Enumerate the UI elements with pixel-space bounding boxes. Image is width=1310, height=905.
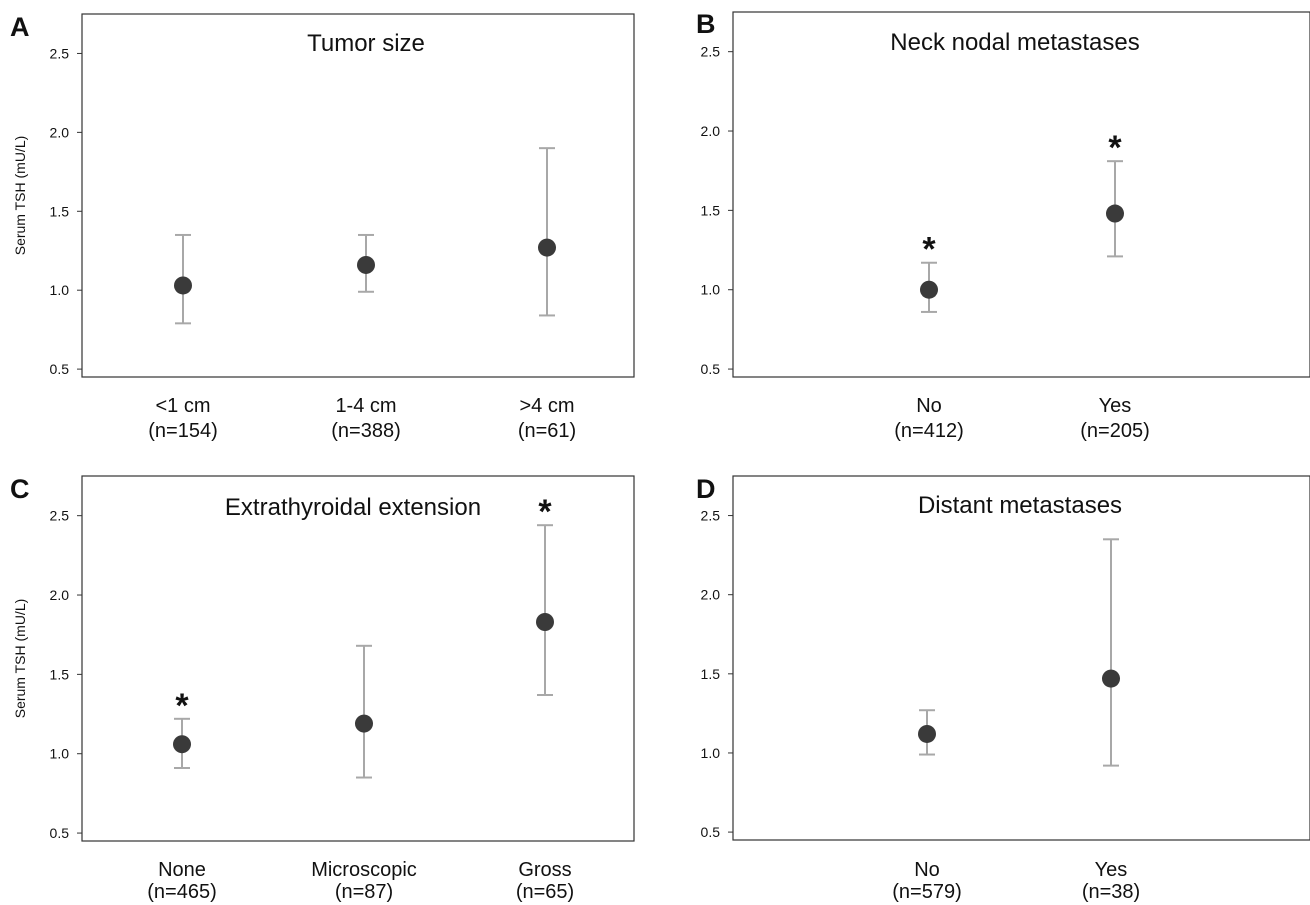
x-category-count: (n=412) <box>894 420 964 442</box>
chart-title: Distant metastases <box>918 492 1122 519</box>
x-category-label: No <box>914 859 940 881</box>
y-tick-label: 0.5 <box>50 825 70 841</box>
data-point <box>920 280 938 299</box>
y-axis-label: Serum TSH (mU/L) <box>12 136 28 256</box>
panel-b: B Neck nodal metastases 0.5 1.0 1.5 2.0 2.5 * No… <box>696 9 1310 442</box>
y-tick-label: 0.5 <box>701 824 721 840</box>
panel-letter: B <box>696 9 716 39</box>
x-category-count: (n=61) <box>518 420 576 442</box>
y-tick-label: 2.5 <box>50 508 70 524</box>
y-tick-label: 0.5 <box>701 361 721 377</box>
data-point <box>174 276 192 295</box>
data-point <box>538 238 556 257</box>
y-tick-label: 1.5 <box>50 203 70 219</box>
y-tick-label: 2.0 <box>701 587 721 603</box>
chart-title: Extrathyroidal extension <box>225 494 481 521</box>
plot-frame <box>81 13 635 378</box>
x-category-label: Yes <box>1099 395 1132 417</box>
significance-marker: * <box>175 687 189 725</box>
y-tick-label: 1.0 <box>50 746 70 762</box>
x-category-label: >4 cm <box>519 395 574 417</box>
x-category-count: (n=579) <box>892 881 962 903</box>
y-tick-label: 1.0 <box>701 745 721 761</box>
y-tick-label: 0.5 <box>50 361 70 377</box>
data-point <box>173 735 191 754</box>
significance-marker: * <box>1108 129 1122 167</box>
panel-letter: A <box>10 12 30 42</box>
data-point <box>918 724 936 743</box>
plot-frame <box>81 475 635 842</box>
y-tick-label: 2.5 <box>50 45 70 61</box>
x-category-count: (n=65) <box>516 881 574 903</box>
x-category-label: No <box>916 395 942 417</box>
panel-d: D Distant metastases 0.5 1.0 1.5 2.0 2.5 No(n=5… <box>696 474 1310 903</box>
panel-c: C Extrathyroidal extension 0.5 1.0 1.5 2.0 2.5… <box>10 474 635 903</box>
significance-marker: * <box>922 231 936 269</box>
y-tick-label: 1.0 <box>701 282 721 298</box>
y-tick-label: 2.0 <box>50 124 70 140</box>
significance-marker: * <box>538 493 552 531</box>
chart-title: Neck nodal metastases <box>890 29 1139 56</box>
x-category-label: Gross <box>518 859 571 881</box>
x-category-count: (n=154) <box>148 420 218 442</box>
data-point <box>357 255 375 274</box>
panel-letter: D <box>696 474 716 504</box>
y-tick-label: 2.5 <box>701 44 721 60</box>
panel-a: A Tumor size 0.5 1.0 1.5 2.0 2.5 Serum TSH (mU/… <box>10 12 635 442</box>
x-category-label: None <box>158 859 206 881</box>
x-category-label: 1-4 cm <box>335 395 396 417</box>
y-axis-label: Serum TSH (mU/L) <box>12 599 28 719</box>
data-point <box>1106 204 1124 223</box>
plot-frame <box>732 11 1310 378</box>
y-tick-label: 1.5 <box>701 202 721 218</box>
x-category-label: <1 cm <box>155 395 210 417</box>
x-category-label: Yes <box>1095 859 1128 881</box>
x-category-count: (n=465) <box>147 881 217 903</box>
x-category-count: (n=388) <box>331 420 401 442</box>
data-point <box>536 613 554 631</box>
chart-title: Tumor size <box>307 30 425 57</box>
x-category-count: (n=205) <box>1080 420 1150 442</box>
plot-frame <box>732 475 1310 841</box>
y-tick-label: 2.5 <box>701 508 721 524</box>
y-tick-label: 2.0 <box>701 123 721 139</box>
y-tick-label: 2.0 <box>50 587 70 603</box>
y-tick-label: 1.0 <box>50 282 70 298</box>
panel-letter: C <box>10 474 30 504</box>
data-point <box>355 714 373 733</box>
x-category-count: (n=87) <box>335 881 393 903</box>
y-tick-label: 1.5 <box>50 666 70 682</box>
x-category-label: Microscopic <box>311 859 417 881</box>
x-category-count: (n=38) <box>1082 881 1140 903</box>
y-tick-label: 1.5 <box>701 666 721 682</box>
data-point <box>1102 669 1120 688</box>
